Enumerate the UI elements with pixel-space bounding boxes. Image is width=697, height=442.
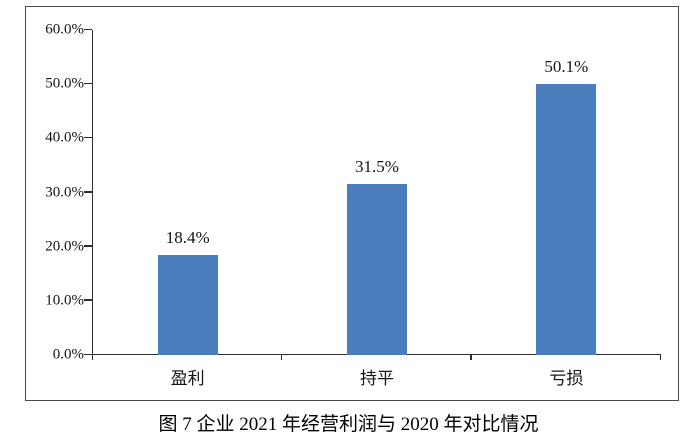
- y-axis-tick-label: 60.0%: [45, 21, 84, 38]
- x-axis-tick: [659, 355, 661, 360]
- y-axis-tick: [83, 191, 92, 193]
- bar: [536, 83, 597, 355]
- y-axis-tick: [83, 136, 92, 139]
- category-label: 盈利: [170, 369, 205, 388]
- y-axis-tick: [83, 299, 92, 301]
- y-axis-tick: [83, 353, 92, 355]
- y-axis-tick: [83, 82, 92, 85]
- bar: [157, 255, 218, 355]
- y-axis-tick: [83, 245, 92, 247]
- y-axis-tick: [83, 28, 92, 30]
- y-axis-tick-label: 10.0%: [45, 292, 84, 309]
- category-label: 持平: [360, 369, 394, 388]
- y-axis-tick-label: 0.0%: [52, 346, 84, 363]
- figure-caption: 图 7 企业 2021 年经营利润与 2020 年对比情况: [158, 414, 539, 435]
- category-label: 亏损: [549, 369, 584, 388]
- bar-value-label: 18.4%: [165, 228, 210, 248]
- bar: [347, 184, 407, 355]
- bar-value-label: 31.5%: [355, 157, 399, 177]
- bar-value-label: 50.1%: [544, 56, 589, 76]
- y-axis-tick-label: 30.0%: [45, 184, 84, 200]
- x-axis-tick: [280, 355, 283, 360]
- x-axis-tick: [470, 355, 472, 360]
- x-axis-tick: [91, 355, 93, 360]
- y-axis-tick-label: 20.0%: [45, 238, 84, 255]
- y-axis-tick-label: 50.0%: [45, 75, 84, 92]
- y-axis-tick-label: 40.0%: [45, 129, 84, 146]
- y-axis: [91, 30, 93, 355]
